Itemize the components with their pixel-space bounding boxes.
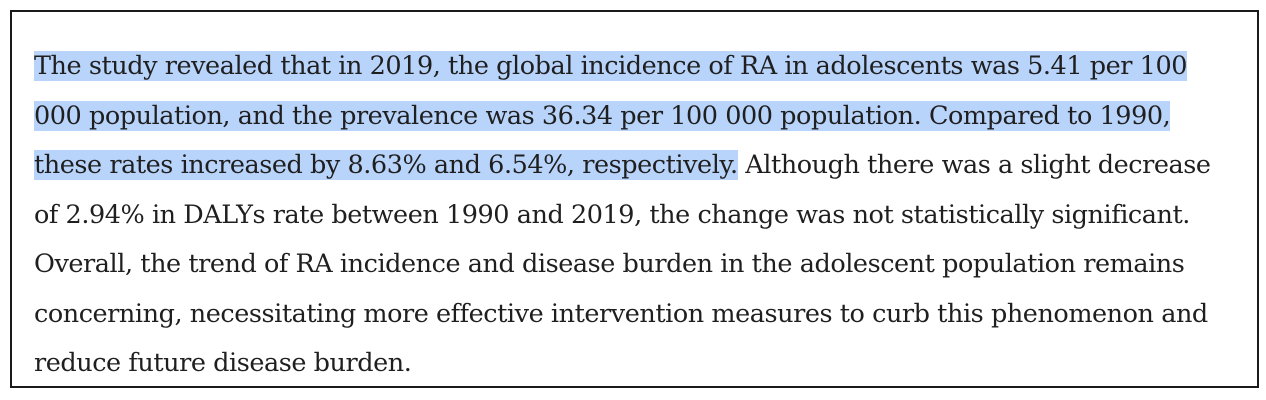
text: of 2.94% in DALYs rate between 1990 and … — [34, 199, 1190, 230]
text-line-6: concerning, necessitating more effective… — [34, 290, 1242, 340]
text: Overall, the trend of RA incidence and d… — [34, 249, 1185, 279]
text-line-1: The study revealed that in 2019, the glo… — [34, 42, 1242, 92]
text-line-7: reduce future disease burden. — [34, 339, 1242, 389]
text-box: The study revealed that in 2019, the glo… — [10, 10, 1259, 388]
text: reduce future disease burden. — [34, 348, 412, 378]
selected-text[interactable]: these rates increased by 8.63% and 6.54%… — [34, 150, 738, 180]
text-line-2: 000 population, and the prevalence was 3… — [34, 92, 1242, 142]
text-line-3: these rates increased by 8.63% and 6.54%… — [34, 141, 1242, 191]
selected-text[interactable]: 000 population, and the prevalence was 3… — [34, 100, 1171, 131]
text-line-4: of 2.94% in DALYs rate between 1990 and … — [34, 191, 1242, 241]
selected-text[interactable]: The study revealed that in 2019, the glo… — [34, 51, 1187, 81]
text-line-5: Overall, the trend of RA incidence and d… — [34, 240, 1242, 290]
paragraph[interactable]: The study revealed that in 2019, the glo… — [34, 42, 1242, 389]
text: Although there was a slight decrease — [737, 150, 1211, 180]
text: concerning, necessitating more effective… — [34, 298, 1208, 329]
